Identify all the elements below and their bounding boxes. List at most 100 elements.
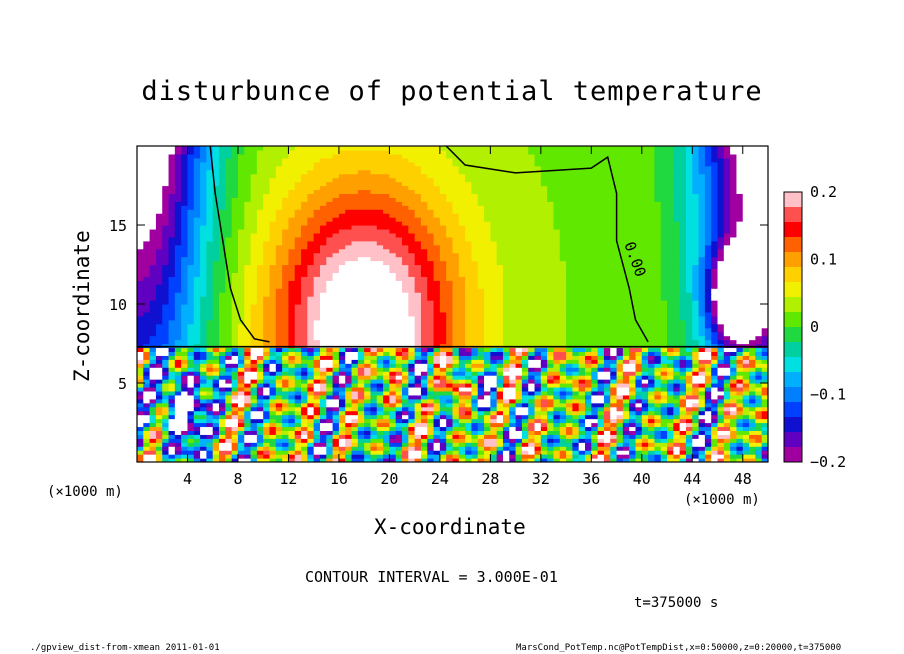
field-cell	[452, 173, 460, 179]
field-cell	[181, 252, 189, 258]
field-cell	[301, 228, 308, 234]
field-cell	[168, 260, 176, 266]
field-cell	[206, 225, 214, 230]
field-cell	[212, 300, 220, 305]
field-cell	[439, 205, 447, 210]
field-cell	[294, 367, 302, 372]
field-cell	[282, 394, 290, 400]
field-cell	[370, 390, 378, 396]
field-cell	[370, 256, 378, 262]
field-cell	[351, 379, 359, 384]
field-cell	[319, 351, 327, 356]
field-cell	[465, 300, 473, 305]
field-cell	[338, 446, 346, 451]
field-cell	[389, 232, 397, 238]
field-cell	[181, 264, 189, 270]
field-cell	[244, 438, 252, 443]
field-cell	[395, 252, 403, 258]
field-cell	[446, 383, 454, 388]
field-cell	[402, 177, 409, 183]
field-cell	[383, 268, 390, 273]
field-cell	[477, 426, 485, 431]
field-cell	[282, 189, 290, 194]
field-cell	[338, 458, 346, 462]
field-cell	[521, 146, 529, 151]
field-cell	[282, 442, 290, 447]
field-cell	[364, 209, 372, 214]
field-cell	[458, 335, 466, 341]
field-cell	[155, 244, 163, 250]
field-cell	[250, 201, 258, 206]
field-cell	[237, 197, 245, 202]
field-cell	[326, 430, 334, 435]
field-cell	[477, 177, 485, 183]
field-cell	[307, 422, 315, 428]
field-cell	[452, 236, 460, 242]
field-cell	[389, 402, 397, 408]
field-cell	[496, 386, 504, 392]
field-cell	[162, 161, 170, 167]
field-cell	[332, 169, 340, 175]
field-cell	[313, 351, 321, 356]
field-cell	[496, 347, 504, 352]
field-cell	[452, 315, 460, 321]
field-cell	[263, 304, 271, 309]
field-cell	[143, 268, 151, 273]
field-cell	[193, 327, 201, 333]
field-cell	[307, 402, 315, 408]
field-cell	[502, 244, 510, 250]
field-cell	[502, 402, 510, 408]
field-cell	[231, 315, 239, 321]
field-cell	[174, 422, 182, 428]
field-cell	[402, 458, 409, 462]
field-cell	[301, 296, 308, 301]
field-cell	[458, 351, 466, 356]
field-cell	[200, 173, 208, 179]
field-cell	[137, 177, 144, 183]
field-cell	[168, 264, 176, 270]
field-cell	[269, 430, 277, 435]
field-cell	[370, 221, 378, 226]
field-cell	[263, 205, 271, 210]
field-cell	[496, 197, 504, 202]
field-cell	[439, 225, 447, 230]
field-cell	[490, 225, 498, 230]
field-cell	[332, 177, 340, 183]
field-cell	[168, 347, 176, 352]
field-cell	[162, 406, 170, 412]
field-cell	[231, 276, 239, 281]
field-cell	[263, 422, 271, 428]
field-cell	[225, 225, 233, 230]
field-cell	[433, 394, 441, 400]
field-cell	[269, 410, 277, 416]
field-cell	[433, 430, 441, 435]
field-cell	[212, 402, 220, 408]
field-cell	[376, 280, 384, 285]
field-cell	[420, 169, 428, 175]
field-cell	[162, 414, 170, 420]
field-cell	[301, 402, 308, 408]
field-cell	[206, 402, 214, 408]
field-cell	[212, 311, 220, 317]
field-cell	[364, 240, 372, 246]
field-cell	[376, 189, 384, 194]
field-cell	[155, 347, 163, 352]
field-cell	[395, 197, 403, 202]
field-cell	[187, 335, 195, 341]
field-cell	[326, 232, 334, 238]
field-cell	[256, 386, 264, 392]
field-cell	[345, 193, 353, 198]
field-cell	[502, 442, 510, 447]
field-cell	[275, 260, 283, 266]
field-cell	[332, 157, 340, 163]
field-cell	[490, 402, 498, 408]
field-cell	[351, 240, 359, 246]
field-cell	[206, 232, 214, 238]
field-cell	[250, 272, 258, 277]
field-cell	[496, 280, 504, 285]
field-cell	[389, 185, 397, 191]
field-cell	[174, 165, 182, 171]
field-cell	[502, 149, 510, 155]
field-cell	[200, 422, 208, 428]
field-cell	[452, 205, 460, 210]
